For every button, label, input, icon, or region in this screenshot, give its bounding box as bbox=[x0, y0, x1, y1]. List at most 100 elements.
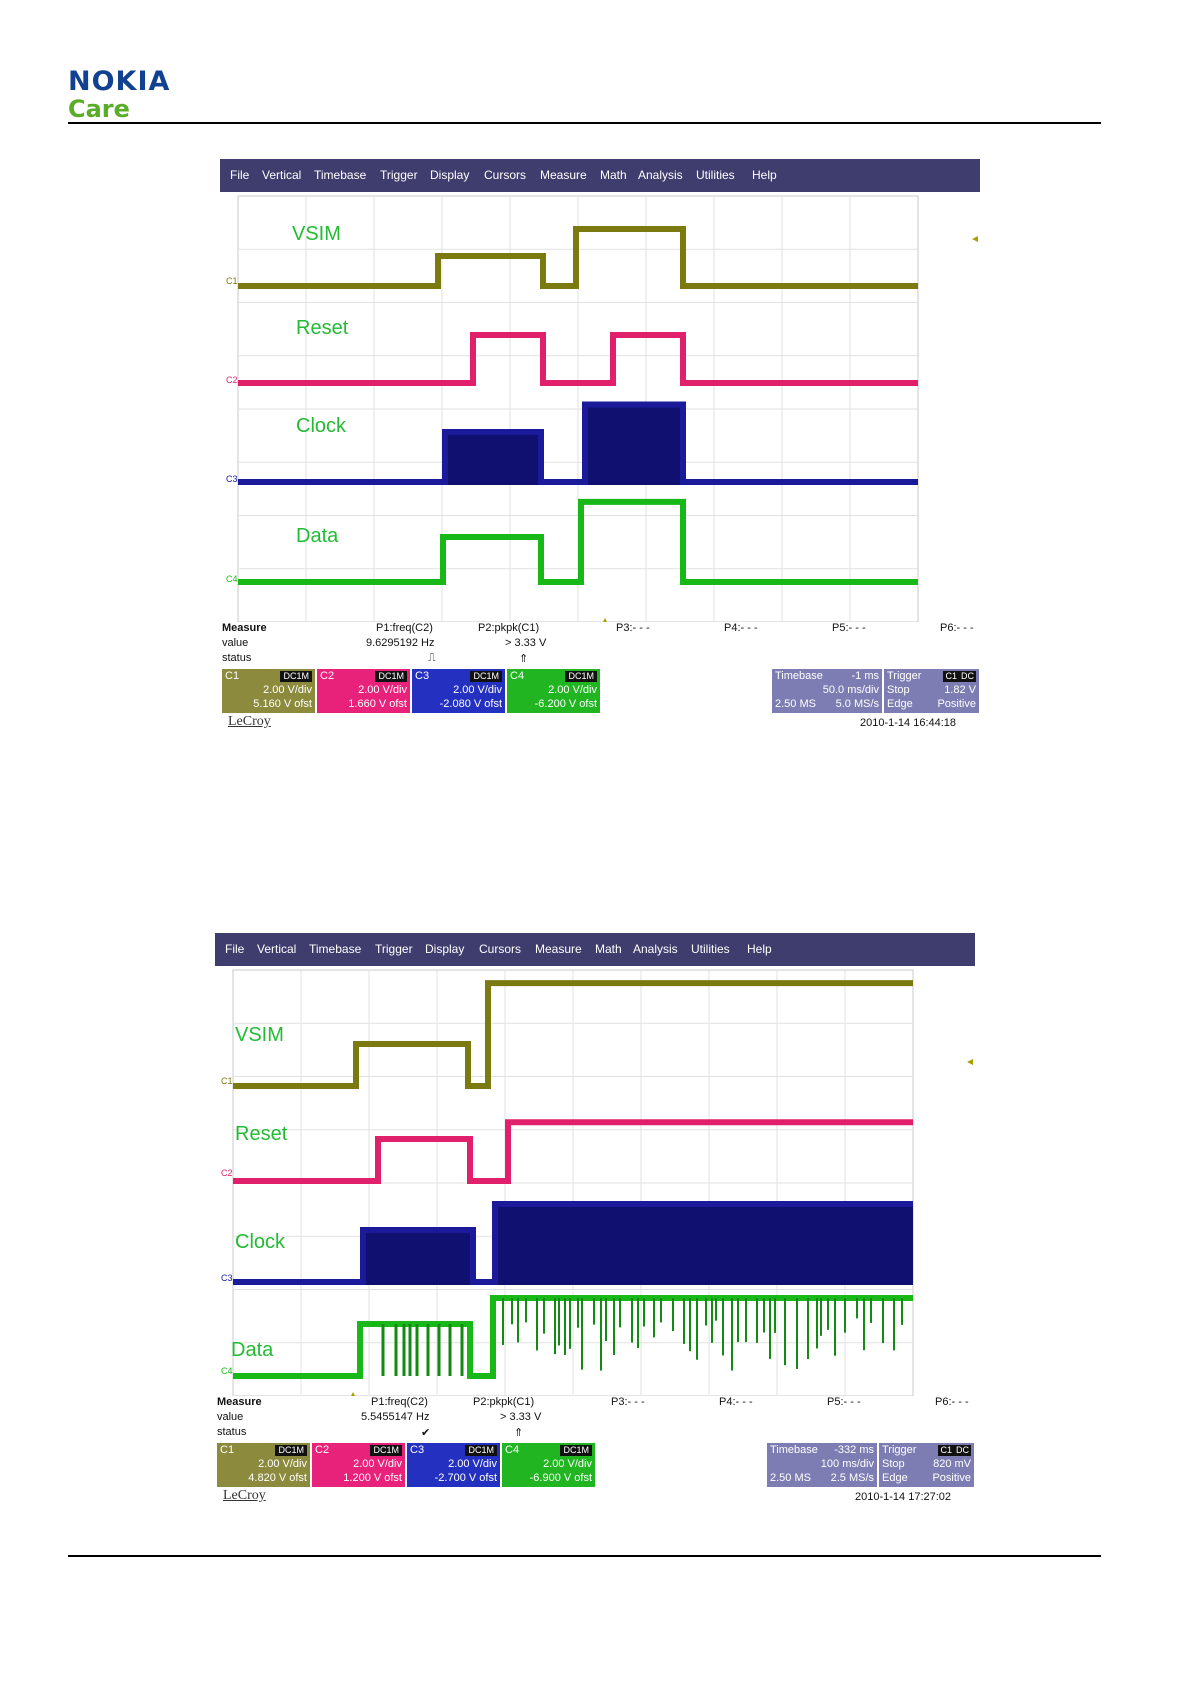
channel-offset: 1.660 V ofst bbox=[348, 698, 407, 710]
coupling-tag: DC1M bbox=[465, 1445, 497, 1456]
timebase-delay: -1 ms bbox=[851, 670, 880, 682]
channel-name: C1 bbox=[225, 670, 240, 682]
trigger-channel-tag: C1 bbox=[938, 1445, 954, 1456]
menu-display[interactable]: Display bbox=[430, 168, 470, 182]
menu-cursors[interactable]: Cursors bbox=[484, 168, 527, 182]
volts-per-div: 2.00 V/div bbox=[353, 1458, 402, 1470]
measure-value-row-label: value bbox=[217, 1411, 244, 1423]
menu-math[interactable]: Math bbox=[595, 942, 622, 956]
menu-cursors[interactable]: Cursors bbox=[479, 942, 522, 956]
channel-offset: 1.200 V ofst bbox=[343, 1472, 402, 1484]
trace-c2 bbox=[233, 1119, 913, 1184]
measure-p4: P4:- - - bbox=[719, 1396, 753, 1408]
menu-analysis[interactable]: Analysis bbox=[638, 168, 683, 182]
channel-box-c1[interactable]: C1 DC1M 2.00 V/div 5.160 V ofst bbox=[222, 669, 315, 713]
oscilloscope-screenshot-2: File Vertical Timebase Trigger Display C… bbox=[215, 933, 975, 1525]
menu-timebase[interactable]: Timebase bbox=[314, 168, 367, 182]
trigger-type: Edge bbox=[887, 698, 913, 710]
timebase-panel[interactable]: Timebase -1 ms 50.0 ms/div 2.50 MS 5.0 M… bbox=[772, 669, 882, 713]
menu-utilities[interactable]: Utilities bbox=[691, 942, 730, 956]
coupling-tag: DC1M bbox=[565, 671, 597, 682]
measure-p2-status: ⇑ bbox=[519, 653, 529, 665]
capture-timestamp: 2010-1-14 17:27:02 bbox=[855, 1491, 952, 1503]
timebase-samples: 2.50 MS bbox=[775, 698, 816, 710]
channel-name: C4 bbox=[510, 670, 525, 682]
trigger-panel[interactable]: Trigger C1 DC Stop 1.82 V Edge Positive bbox=[884, 669, 979, 713]
channel-box-c3[interactable]: C3 DC1M 2.00 V/div -2.080 V ofst bbox=[412, 669, 505, 713]
header-rule bbox=[68, 122, 1101, 124]
coupling-tag: DC1M bbox=[560, 1445, 592, 1456]
channel-name: C3 bbox=[410, 1444, 425, 1456]
channel-offset: -6.200 V ofst bbox=[534, 698, 597, 710]
menu-help[interactable]: Help bbox=[752, 168, 777, 182]
menu-file[interactable]: File bbox=[225, 942, 245, 956]
trace-c3 bbox=[238, 401, 918, 485]
logo-nokia-text: NOKIA bbox=[68, 66, 171, 97]
channel-marker-c1: C1 bbox=[221, 1076, 233, 1086]
measure-p2-value: > 3.33 V bbox=[500, 1411, 542, 1423]
trace-c1 bbox=[238, 226, 918, 289]
measure-p4: P4:- - - bbox=[724, 622, 758, 634]
menu-timebase[interactable]: Timebase bbox=[309, 942, 362, 956]
trigger-position-marker bbox=[351, 1392, 355, 1396]
menu-vertical[interactable]: Vertical bbox=[262, 168, 302, 182]
timebase-label: Timebase bbox=[775, 670, 823, 682]
oscilloscope-screenshot-1: File Vertical Timebase Trigger Display C… bbox=[220, 159, 980, 751]
menu-vertical[interactable]: Vertical bbox=[257, 942, 297, 956]
menu-measure[interactable]: Measure bbox=[540, 168, 587, 182]
coupling-tag: DC1M bbox=[375, 671, 407, 682]
volts-per-div: 2.00 V/div bbox=[548, 684, 597, 696]
clock-burst bbox=[445, 432, 541, 485]
coupling-tag: DC1M bbox=[280, 671, 312, 682]
menu-trigger[interactable]: Trigger bbox=[375, 942, 413, 956]
measure-status-row-label: status bbox=[222, 652, 252, 664]
trace-c1 bbox=[233, 980, 913, 1089]
channel-box-c4[interactable]: C4 DC1M 2.00 V/div -6.900 V ofst bbox=[502, 1443, 595, 1487]
menu-measure[interactable]: Measure bbox=[535, 942, 582, 956]
scope-menubar: File Vertical Timebase Trigger Display C… bbox=[215, 933, 975, 966]
channel-box-c2[interactable]: C2 DC1M 2.00 V/div 1.660 V ofst bbox=[317, 669, 410, 713]
measure-p1-status: ⎍ bbox=[428, 652, 436, 664]
trigger-level-marker bbox=[967, 1059, 973, 1065]
menu-help[interactable]: Help bbox=[747, 942, 772, 956]
menu-file[interactable]: File bbox=[230, 168, 250, 182]
traces bbox=[233, 980, 913, 1379]
channel-marker-c1: C1 bbox=[226, 276, 238, 286]
measure-p1-value: 5.5455147 Hz bbox=[361, 1411, 430, 1423]
channel-name: C2 bbox=[315, 1444, 330, 1456]
channel-offset: 5.160 V ofst bbox=[253, 698, 312, 710]
trigger-level-marker bbox=[972, 236, 978, 242]
menu-trigger[interactable]: Trigger bbox=[380, 168, 418, 182]
channel-box-c2[interactable]: C2 DC1M 2.00 V/div 1.200 V ofst bbox=[312, 1443, 405, 1487]
channel-box-c3[interactable]: C3 DC1M 2.00 V/div -2.700 V ofst bbox=[407, 1443, 500, 1487]
measure-p6: P6:- - - bbox=[935, 1396, 969, 1408]
menu-analysis[interactable]: Analysis bbox=[633, 942, 678, 956]
measure-p2-status: ⇑ bbox=[514, 1427, 524, 1439]
channel-offset: 4.820 V ofst bbox=[248, 1472, 307, 1484]
trigger-channel-tag: C1 bbox=[943, 671, 959, 682]
channel-marker-c2: C2 bbox=[221, 1168, 233, 1178]
measure-heading: Measure bbox=[217, 1396, 262, 1408]
nokia-care-logo: NOKIA Care bbox=[68, 66, 171, 123]
logo-care-text: Care bbox=[68, 95, 130, 123]
timebase-panel[interactable]: Timebase -332 ms 100 ms/div 2.50 MS 2.5 … bbox=[767, 1443, 877, 1487]
timebase-time-per-div: 100 ms/div bbox=[820, 1458, 874, 1470]
scope-menubar: File Vertical Timebase Trigger Display C… bbox=[220, 159, 980, 192]
timebase-sample-rate: 5.0 MS/s bbox=[835, 698, 879, 710]
menu-math[interactable]: Math bbox=[600, 168, 627, 182]
volts-per-div: 2.00 V/div bbox=[358, 684, 407, 696]
timebase-label: Timebase bbox=[770, 1444, 818, 1456]
menu-utilities[interactable]: Utilities bbox=[696, 168, 735, 182]
volts-per-div: 2.00 V/div bbox=[258, 1458, 307, 1470]
trigger-panel[interactable]: Trigger C1 DC Stop 820 mV Edge Positive bbox=[879, 1443, 974, 1487]
menu-display[interactable]: Display bbox=[425, 942, 465, 956]
coupling-tag: DC1M bbox=[470, 671, 502, 682]
trigger-level: 1.82 V bbox=[944, 684, 976, 696]
channel-box-c4[interactable]: C4 DC1M 2.00 V/div -6.200 V ofst bbox=[507, 669, 600, 713]
trigger-mode: Stop bbox=[882, 1458, 905, 1470]
channel-offset: -2.080 V ofst bbox=[439, 698, 502, 710]
footer-rule bbox=[68, 1555, 1101, 1557]
trigger-level: 820 mV bbox=[933, 1458, 971, 1470]
channel-box-c1[interactable]: C1 DC1M 2.00 V/div 4.820 V ofst bbox=[217, 1443, 310, 1487]
measure-p1-status: ✔ bbox=[421, 1427, 431, 1439]
